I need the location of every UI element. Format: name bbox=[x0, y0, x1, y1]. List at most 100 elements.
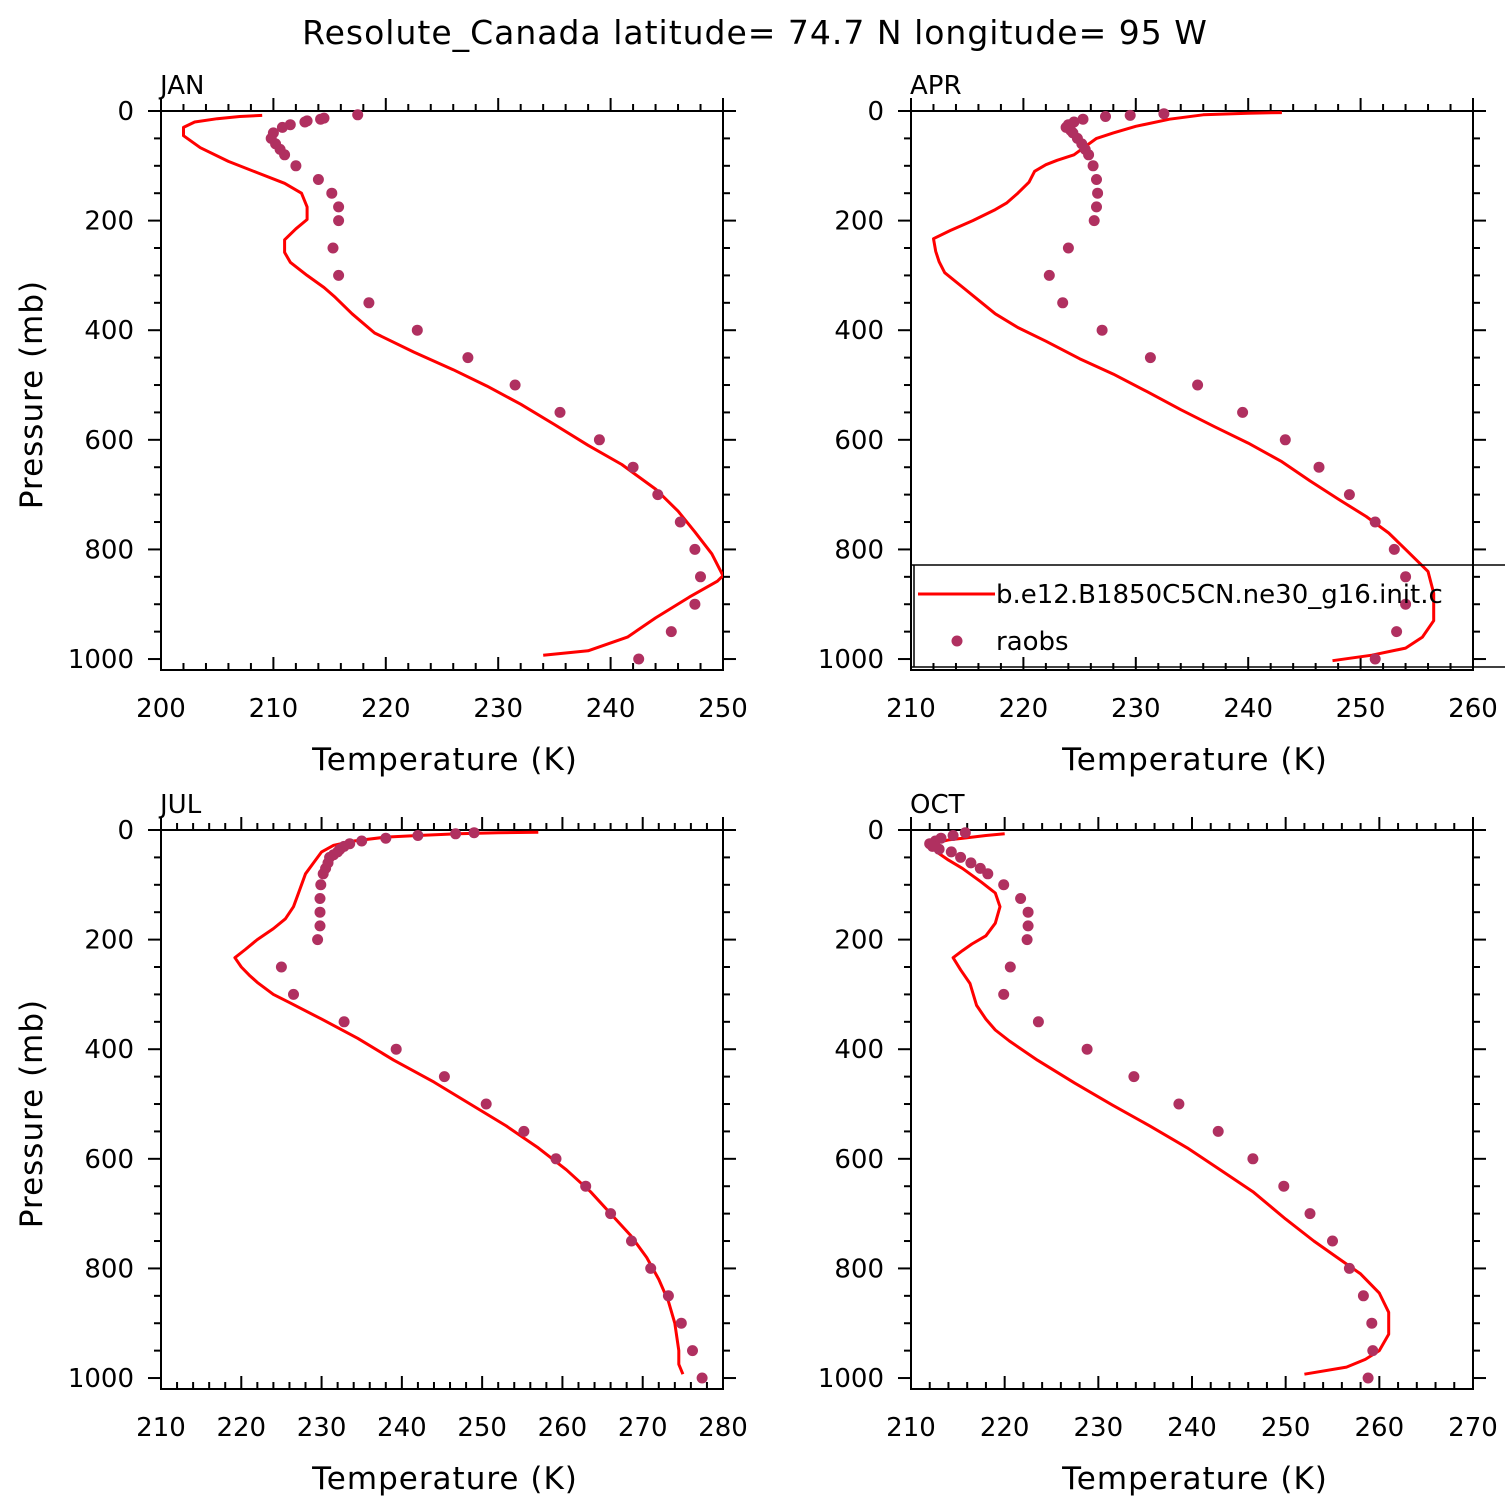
raobs-point bbox=[1144, 352, 1156, 364]
raobs-point bbox=[290, 160, 302, 172]
y-tick-label: 600 bbox=[84, 426, 134, 456]
x-tick-label: 270 bbox=[1448, 1413, 1498, 1443]
raobs-point bbox=[1032, 1016, 1044, 1028]
raobs-point bbox=[1062, 242, 1074, 254]
legend-model-label: b.e12.B1850C5CN.ne30_g16.init.c bbox=[996, 580, 1443, 610]
x-tick-label: 260 bbox=[1355, 1413, 1405, 1443]
raobs-point bbox=[468, 827, 480, 839]
figure-title: Resolute_Canada latitude= 74.7 N longitu… bbox=[302, 13, 1208, 52]
panel-jul: JUL 210 220 230 240 250 260 270 280 0 200 400 600 800… bbox=[14, 790, 748, 1497]
raobs-point bbox=[509, 379, 521, 391]
x-tick-label: 240 bbox=[377, 1413, 427, 1443]
plot-frame bbox=[910, 110, 1474, 671]
raobs-point bbox=[314, 893, 326, 904]
raobs-point bbox=[1343, 1262, 1355, 1274]
raobs-point bbox=[1092, 187, 1104, 199]
raobs-point bbox=[1158, 108, 1170, 120]
y-tick-label: 1000 bbox=[818, 645, 884, 675]
panel-title: OCT bbox=[910, 790, 965, 820]
plot-area bbox=[924, 827, 1391, 1384]
x-tick-label: 230 bbox=[473, 694, 523, 724]
raobs-point bbox=[1057, 297, 1069, 309]
raobs-point bbox=[627, 461, 639, 473]
raobs-point bbox=[982, 868, 994, 880]
raobs-point bbox=[1087, 160, 1099, 172]
raobs-point bbox=[1091, 201, 1102, 213]
raobs-point bbox=[933, 843, 945, 855]
x-tick-label: 230 bbox=[297, 1413, 347, 1443]
x-tick-label: 240 bbox=[1167, 1413, 1217, 1443]
plot-area bbox=[233, 827, 708, 1384]
raobs-point bbox=[1369, 516, 1381, 528]
raobs-point bbox=[327, 242, 339, 254]
raobs-point bbox=[1015, 893, 1027, 904]
legend-obs-label: raobs bbox=[996, 627, 1069, 657]
y-tick-label: 1000 bbox=[818, 1364, 884, 1394]
x-tick-label: 250 bbox=[1336, 694, 1386, 724]
model-temperature-line bbox=[182, 113, 723, 657]
raobs-point bbox=[1124, 109, 1136, 121]
raobs-point bbox=[1021, 934, 1033, 946]
y-tick-label: 200 bbox=[834, 207, 884, 237]
x-tick-label: 220 bbox=[216, 1413, 266, 1443]
raobs-point bbox=[363, 297, 375, 309]
raobs-point bbox=[1369, 653, 1381, 665]
raobs-point bbox=[1128, 1071, 1140, 1083]
raobs-point bbox=[695, 571, 706, 583]
raobs-point bbox=[276, 121, 288, 133]
x-tick-label: 200 bbox=[136, 694, 186, 724]
raobs-point bbox=[299, 116, 311, 128]
raobs-point bbox=[1388, 543, 1400, 555]
x-axis-label: Temperature (K) bbox=[311, 1461, 578, 1497]
raobs-point bbox=[312, 174, 324, 185]
raobs-point bbox=[945, 846, 957, 858]
raobs-point bbox=[279, 149, 291, 161]
raobs-point bbox=[438, 1071, 450, 1083]
raobs-point bbox=[1279, 434, 1291, 446]
raobs-point bbox=[1391, 626, 1403, 638]
raobs-point bbox=[998, 879, 1010, 891]
raobs-point bbox=[674, 516, 686, 528]
x-tick-label: 280 bbox=[698, 1413, 748, 1443]
raobs-point bbox=[412, 830, 424, 841]
raobs-point bbox=[314, 920, 326, 932]
raobs-point bbox=[1237, 406, 1249, 418]
raobs-point bbox=[998, 988, 1010, 1000]
raobs-point bbox=[333, 215, 345, 227]
raobs-point bbox=[275, 961, 287, 973]
raobs-point bbox=[315, 113, 327, 125]
raobs-point bbox=[1091, 174, 1102, 185]
raobs-point bbox=[288, 988, 299, 1000]
x-tick-label: 210 bbox=[249, 694, 299, 724]
raobs-point bbox=[1247, 1153, 1259, 1165]
raobs-point bbox=[1022, 920, 1034, 932]
raobs-point bbox=[1278, 1180, 1290, 1192]
plot-frame bbox=[160, 110, 724, 671]
raobs-point bbox=[1212, 1125, 1224, 1137]
x-tick-label: 260 bbox=[1448, 694, 1498, 724]
raobs-point bbox=[554, 406, 566, 418]
panel-title: APR bbox=[910, 71, 962, 101]
x-tick-label: 230 bbox=[1074, 1413, 1124, 1443]
raobs-point bbox=[462, 352, 474, 364]
x-tick-label: 240 bbox=[1223, 694, 1273, 724]
x-axis-label: Temperature (K) bbox=[311, 742, 578, 778]
raobs-point bbox=[380, 832, 392, 844]
panels-container: JAN 200 210 220 230 240 250 0 200 400 600 800 1000 Te… bbox=[14, 71, 1505, 1497]
raobs-point bbox=[1327, 1235, 1338, 1247]
y-tick-label: 400 bbox=[834, 1035, 884, 1065]
x-tick-label: 220 bbox=[361, 694, 411, 724]
plot-area bbox=[932, 108, 1436, 665]
y-tick-label: 1000 bbox=[68, 645, 134, 675]
raobs-point bbox=[1043, 269, 1055, 281]
raobs-point bbox=[338, 1016, 350, 1028]
raobs-point bbox=[1357, 1290, 1369, 1302]
x-tick-label: 220 bbox=[980, 1413, 1030, 1443]
y-tick-label: 400 bbox=[84, 1035, 134, 1065]
raobs-point bbox=[626, 1235, 637, 1247]
raobs-point bbox=[1096, 324, 1108, 336]
raobs-point bbox=[1367, 1345, 1379, 1357]
raobs-point bbox=[662, 1290, 674, 1302]
y-axis-label: Pressure (mb) bbox=[14, 280, 50, 509]
raobs-point bbox=[652, 489, 664, 501]
